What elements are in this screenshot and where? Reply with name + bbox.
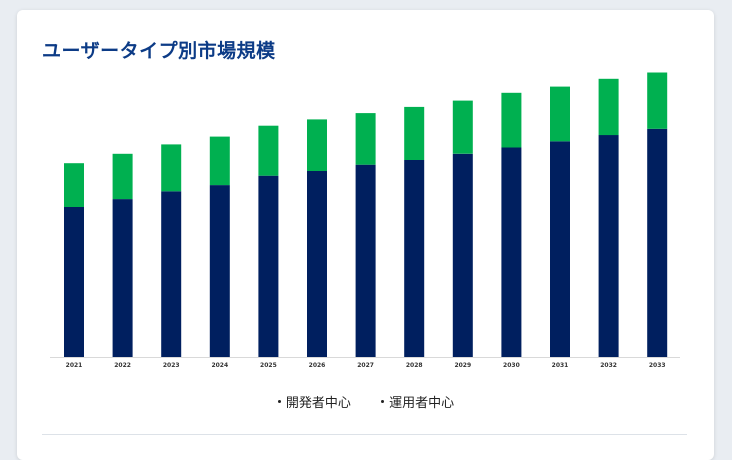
divider — [42, 434, 687, 435]
bar-developer-2031[interactable] — [550, 141, 570, 357]
legend-item-developer[interactable]: 開発者中心 — [277, 392, 351, 411]
legend-label-operator: 運用者中心 — [389, 396, 455, 411]
bar-developer-2027[interactable] — [355, 164, 376, 357]
bar-operator-2030[interactable] — [501, 92, 522, 148]
chart-title: ユーザータイプ別市場規模 — [42, 40, 276, 62]
bar-developer-2030[interactable] — [501, 147, 522, 358]
legend: 開発者中心 運用者中心 — [0, 392, 732, 411]
bar-operator-2028[interactable] — [404, 106, 425, 160]
bar-operator-2029[interactable] — [452, 100, 473, 154]
bar-operator-2021[interactable] — [64, 163, 84, 207]
bar-operator-2023[interactable] — [161, 144, 182, 192]
x-tick-label-2021: 2021 — [66, 362, 83, 369]
x-tick-label-2033: 2033 — [649, 362, 666, 369]
x-tick-label-2024: 2024 — [211, 362, 228, 369]
bar-developer-2021[interactable] — [64, 206, 84, 357]
bar-developer-2022[interactable] — [112, 199, 133, 357]
x-tick-label-2032: 2032 — [600, 362, 617, 369]
x-tick-label-2028: 2028 — [406, 362, 423, 369]
bar-developer-2023[interactable] — [161, 191, 182, 357]
x-tick-label-2023: 2023 — [163, 362, 180, 369]
bar-operator-2031[interactable] — [550, 86, 570, 142]
bar-developer-2029[interactable] — [452, 153, 473, 357]
legend-dot-icon — [277, 400, 281, 403]
x-tick-label-2029: 2029 — [454, 362, 471, 369]
bar-operator-2024[interactable] — [209, 136, 230, 186]
legend-label-developer: 開発者中心 — [285, 396, 351, 411]
x-tick-label-2022: 2022 — [114, 362, 131, 369]
x-tick-label-2030: 2030 — [503, 362, 520, 369]
x-tick-label-2027: 2027 — [357, 362, 374, 369]
x-tick-label-2026: 2026 — [309, 362, 326, 369]
bar-developer-2033[interactable] — [647, 128, 668, 357]
bar-operator-2033[interactable] — [647, 72, 668, 129]
bar-operator-2026[interactable] — [307, 119, 327, 171]
bar-developer-2028[interactable] — [404, 160, 425, 357]
legend-dot-icon — [381, 400, 385, 403]
bar-operator-2025[interactable] — [258, 125, 279, 176]
bar-operator-2022[interactable] — [112, 153, 133, 200]
legend-item-operator[interactable]: 運用者中心 — [381, 392, 454, 411]
bar-developer-2024[interactable] — [209, 185, 230, 357]
bar-operator-2032[interactable] — [598, 78, 619, 136]
x-tick-label-2025: 2025 — [260, 362, 277, 369]
bar-developer-2025[interactable] — [258, 175, 279, 357]
x-tick-label-2031: 2031 — [552, 362, 569, 369]
bar-operator-2027[interactable] — [355, 113, 376, 165]
bar-developer-2026[interactable] — [307, 171, 327, 357]
stacked-bar-chart: 2021 2022 2023 2024 2025 2026 2027 2028 2029 2030… — [50, 72, 680, 369]
bar-developer-2032[interactable] — [598, 135, 619, 357]
